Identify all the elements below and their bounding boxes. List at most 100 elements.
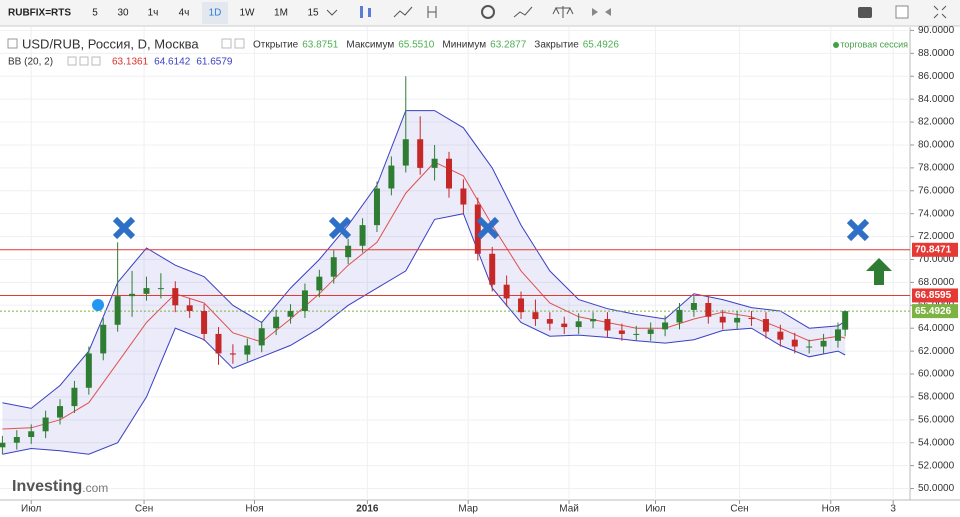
x-tick-label: Июл xyxy=(21,504,41,515)
candle-body xyxy=(316,276,323,291)
candle-body xyxy=(71,387,78,407)
candle-body xyxy=(734,317,741,323)
candle-body xyxy=(273,316,280,329)
interval-button[interactable]: 30 xyxy=(117,8,129,19)
legend-button[interactable] xyxy=(67,56,77,66)
camera-icon[interactable] xyxy=(858,7,872,18)
candle-body xyxy=(13,437,20,443)
candle-body xyxy=(129,293,136,297)
candle-body xyxy=(301,290,308,312)
cross-mark xyxy=(328,216,352,240)
compare-icon[interactable] xyxy=(552,6,574,18)
y-tick-label: 90.0000 xyxy=(918,25,955,36)
dropdown[interactable] xyxy=(326,9,338,16)
candle-body xyxy=(258,328,265,346)
y-tick-label: 82.0000 xyxy=(918,117,955,128)
ohlc-value: 63.2877 xyxy=(490,40,527,51)
candle-body xyxy=(834,329,841,341)
ohlc-name: Максимум xyxy=(346,40,394,51)
legend-button[interactable] xyxy=(234,38,245,49)
indicator-value: 63.1361 xyxy=(112,57,149,68)
candle-body xyxy=(201,311,208,334)
y-tick-label: 54.0000 xyxy=(918,437,955,448)
y-tick-label: 60.0000 xyxy=(918,369,955,380)
y-tick-label: 68.0000 xyxy=(918,277,955,288)
candle-body xyxy=(460,188,467,205)
toolbar xyxy=(0,0,960,26)
collapse-icon[interactable] xyxy=(7,38,18,49)
candle-body xyxy=(474,204,481,254)
candle-body xyxy=(820,340,827,347)
event-marker[interactable] xyxy=(92,299,104,311)
y-tick-label: 76.0000 xyxy=(918,185,955,196)
candle-body xyxy=(618,330,625,334)
y-tick-label: 88.0000 xyxy=(918,48,955,59)
symbol[interactable]: RUBFIX=RTS xyxy=(8,8,71,19)
candle-body xyxy=(604,319,611,331)
candle-body xyxy=(762,319,769,332)
candle-icon[interactable] xyxy=(360,6,363,18)
candle-body xyxy=(748,317,755,320)
interval-button[interactable]: 4ч xyxy=(179,8,190,19)
interval-button[interactable]: 1M xyxy=(274,8,288,19)
line-icon[interactable] xyxy=(393,6,413,18)
candle-body xyxy=(690,303,697,310)
candle-body xyxy=(417,139,424,168)
candle-body xyxy=(186,305,193,312)
legend-button[interactable] xyxy=(91,56,101,66)
candle-body xyxy=(445,158,452,189)
ohlc-value: 65.5510 xyxy=(398,40,435,51)
candle-body xyxy=(546,319,553,324)
watermark-brand: Investing xyxy=(12,478,82,495)
fullscreen-icon[interactable] xyxy=(933,5,947,19)
interval-button[interactable]: 1ч xyxy=(148,8,159,19)
y-tick-label: 74.0000 xyxy=(918,208,955,219)
candle-body xyxy=(57,406,64,418)
chart-title: USD/RUB, Россия, D, Москва xyxy=(22,36,199,51)
candle-body xyxy=(532,312,539,320)
settings-icon[interactable] xyxy=(481,5,495,19)
candle-body xyxy=(85,353,92,388)
y-tick-label: 56.0000 xyxy=(918,414,955,425)
legend-button[interactable] xyxy=(79,56,89,66)
undo-redo[interactable] xyxy=(592,8,611,16)
tool-icons xyxy=(326,5,947,19)
candle-body xyxy=(143,288,150,294)
session-dot xyxy=(833,42,839,48)
x-tick-label: Ноя xyxy=(822,504,840,515)
interval-button[interactable]: 15 xyxy=(307,8,319,19)
candle-body xyxy=(647,329,654,334)
candle-body xyxy=(806,346,813,348)
price-label: 70.8471 xyxy=(915,244,952,255)
candle-body xyxy=(590,319,597,322)
session-label: торговая сессия xyxy=(840,39,908,49)
price-label-bg xyxy=(912,242,958,257)
indicator-icon[interactable] xyxy=(513,6,533,18)
bar-icon[interactable] xyxy=(427,6,437,18)
candle-icon[interactable] xyxy=(368,8,371,17)
candle-body xyxy=(100,324,107,354)
price-label-bg xyxy=(912,304,958,319)
candle-body xyxy=(561,323,568,328)
ohlc-value: 65.4926 xyxy=(583,40,620,51)
x-tick-label: Мар xyxy=(458,504,478,515)
interval-button[interactable]: 5 xyxy=(92,8,98,19)
color-icon[interactable] xyxy=(895,5,909,19)
bb-upper xyxy=(2,110,846,409)
legend-button[interactable] xyxy=(221,38,232,49)
candle-body xyxy=(388,165,395,189)
y-tick-label: 78.0000 xyxy=(918,163,955,174)
y-tick-label: 72.0000 xyxy=(918,231,955,242)
interval-button[interactable]: 1D xyxy=(209,8,222,19)
x-tick-label: Сен xyxy=(135,504,153,515)
candle-body xyxy=(705,303,712,317)
ohlc-name: Закрытие xyxy=(534,40,579,51)
interval-button[interactable]: 1W xyxy=(240,8,256,19)
plot xyxy=(0,27,910,500)
x-tick-label: Ноя xyxy=(245,504,263,515)
candle-body xyxy=(719,316,726,323)
candle-body xyxy=(157,288,164,290)
candle-body xyxy=(345,245,352,258)
y-tick-label: 64.0000 xyxy=(918,323,955,334)
